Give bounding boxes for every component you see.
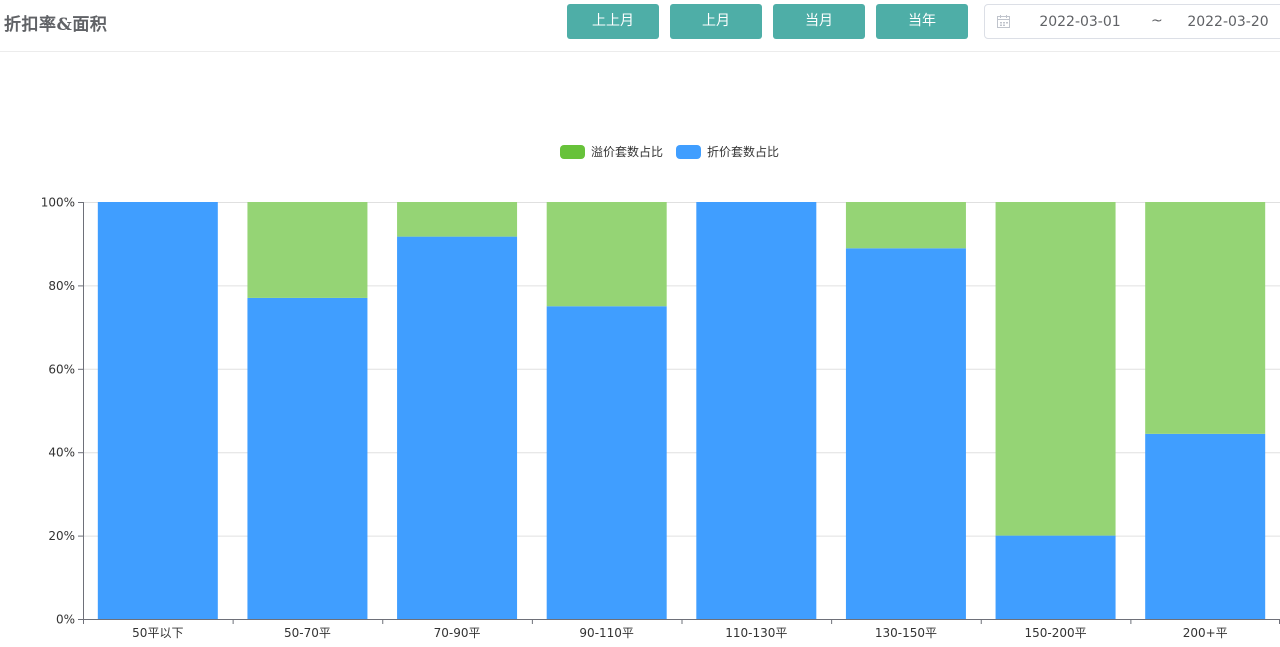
bar-premium bbox=[1145, 202, 1266, 434]
bar-discount bbox=[397, 236, 518, 619]
x-tick-label: 90-110平 bbox=[579, 626, 634, 640]
legend-label: 溢价套数占比 bbox=[591, 144, 663, 159]
bar-premium bbox=[995, 202, 1116, 536]
legend-swatch bbox=[676, 145, 701, 159]
bar-discount bbox=[995, 535, 1116, 619]
start-date-input[interactable] bbox=[1025, 5, 1135, 38]
legend-swatch bbox=[560, 145, 585, 159]
page-title: 折扣率&面积 bbox=[4, 15, 108, 35]
bar-discount bbox=[247, 297, 368, 619]
bar-discount bbox=[1145, 433, 1266, 619]
date-range-picker[interactable]: ~ bbox=[984, 4, 1280, 39]
bar-premium bbox=[397, 202, 518, 237]
x-tick-label: 200+平 bbox=[1183, 626, 1228, 640]
date-range-separator: ~ bbox=[1151, 13, 1163, 29]
y-tick-label: 20% bbox=[48, 529, 75, 543]
bar-discount bbox=[546, 306, 667, 619]
x-tick-label: 50平以下 bbox=[132, 626, 183, 640]
y-tick-label: 0% bbox=[56, 613, 75, 627]
legend-label: 折价套数占比 bbox=[707, 144, 779, 159]
end-date-input[interactable] bbox=[1173, 5, 1280, 38]
bar-discount bbox=[97, 202, 218, 619]
x-tick-label: 150-200平 bbox=[1024, 626, 1086, 640]
bar-premium bbox=[845, 202, 966, 249]
y-tick-label: 100% bbox=[41, 196, 75, 210]
bar-premium bbox=[247, 202, 368, 298]
x-tick-label: 50-70平 bbox=[284, 626, 331, 640]
bar-discount bbox=[696, 202, 817, 619]
y-tick-label: 60% bbox=[48, 362, 75, 376]
current-year-button[interactable]: 当年 bbox=[876, 4, 968, 39]
prev-prev-month-button[interactable]: 上上月 bbox=[567, 4, 659, 39]
header: 折扣率&面积 上上月 上月 当月 当年 ~ bbox=[0, 0, 1280, 52]
current-month-button[interactable]: 当月 bbox=[773, 4, 865, 39]
y-tick-label: 80% bbox=[48, 279, 75, 293]
x-tick-label: 70-90平 bbox=[434, 626, 481, 640]
x-tick-label: 130-150平 bbox=[875, 626, 937, 640]
prev-month-button[interactable]: 上月 bbox=[670, 4, 762, 39]
bar-discount bbox=[845, 248, 966, 620]
x-tick-label: 110-130平 bbox=[725, 626, 787, 640]
calendar-icon bbox=[997, 15, 1010, 28]
bar-premium bbox=[546, 202, 667, 307]
y-tick-label: 40% bbox=[48, 446, 75, 460]
